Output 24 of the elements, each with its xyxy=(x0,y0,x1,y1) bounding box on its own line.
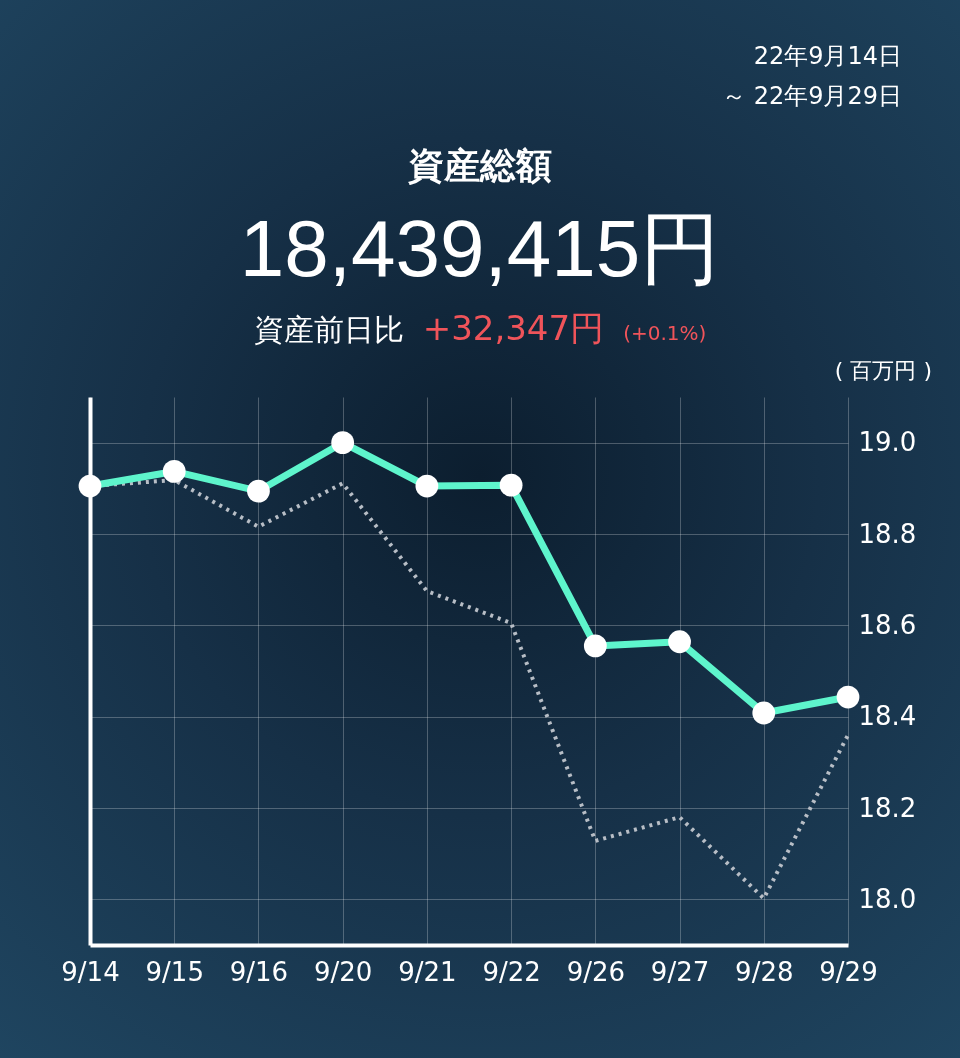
y-tick-label: 19.0 xyxy=(858,427,917,458)
x-tick-label: 9/28 xyxy=(735,956,794,987)
y-tick-label: 18.2 xyxy=(858,792,917,823)
y-tick-label: 18.6 xyxy=(858,609,917,640)
x-tick-label: 9/22 xyxy=(482,956,541,987)
x-tick-label: 9/14 xyxy=(61,956,120,987)
y-axis-title: ( 百万円 ) xyxy=(834,357,932,385)
y-tick-label: 18.8 xyxy=(858,518,917,549)
x-tick-label: 9/20 xyxy=(313,956,373,987)
y-tick-label: 18.4 xyxy=(858,701,917,732)
x-tick-label: 9/15 xyxy=(145,956,204,987)
text: 22年9月14日 xyxy=(753,41,902,72)
chart-subtitle: 18,439,415円 xyxy=(238,203,722,295)
text: 資産前日比 xyxy=(253,312,404,347)
x-tick-label: 9/16 xyxy=(229,956,289,987)
text: (+0.1%) xyxy=(623,321,707,345)
y-tick-label: 18.0 xyxy=(858,883,917,914)
x-tick-label: 9/21 xyxy=(398,956,457,987)
x-tick-label: 9/29 xyxy=(819,956,878,987)
x-tick-label: 9/26 xyxy=(566,956,626,987)
chart-title: 資産総額 xyxy=(407,144,553,188)
text: ～ 22年9月29日 xyxy=(722,81,902,112)
x-tick-label: 9/27 xyxy=(650,956,710,987)
text: +32,347円 xyxy=(422,308,605,348)
